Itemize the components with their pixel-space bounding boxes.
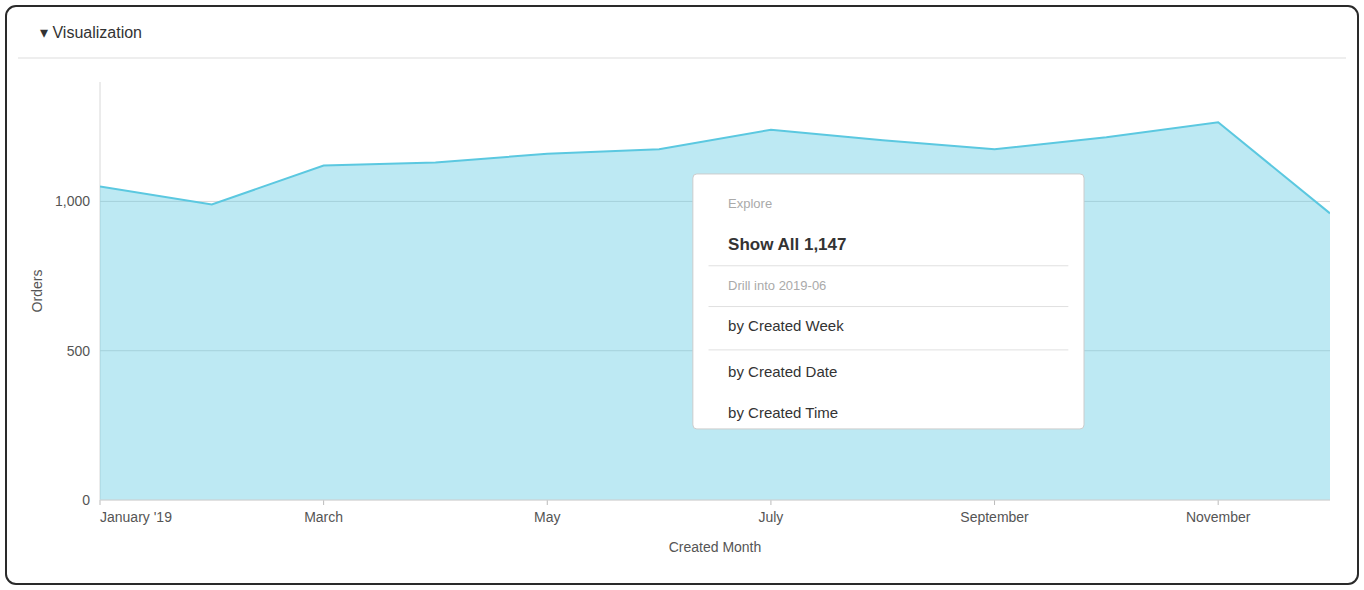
x-tick <box>770 500 771 505</box>
title-separator <box>18 58 1346 59</box>
grid-line <box>100 500 1330 501</box>
x-tick <box>323 500 324 505</box>
x-tick-label: January '19 <box>100 509 172 525</box>
chart-svg: ▾ Visualization 0 500 1,000 January '19 March… <box>0 0 1364 590</box>
x-tick <box>547 500 548 505</box>
x-axis-line <box>100 500 1330 501</box>
x-tick <box>100 500 101 505</box>
x-tick <box>994 500 995 505</box>
x-tick-label: March <box>304 509 343 525</box>
popup-option[interactable]: by Created Date <box>728 363 837 380</box>
data-group <box>100 122 1330 500</box>
y-tick-label: 0 <box>82 492 90 508</box>
popup-box <box>693 174 1084 429</box>
title: ▾ Visualization <box>40 24 142 41</box>
x-tick-label: November <box>1186 509 1251 525</box>
popup-separator <box>709 265 1069 266</box>
y-tick-label: 1,000 <box>55 193 90 209</box>
popup-separator <box>709 349 1069 350</box>
x-tick-label: May <box>534 509 560 525</box>
area <box>100 122 1330 500</box>
popup-drill-heading: Drill into 2019-06 <box>728 278 826 293</box>
x-axis-label: Created Month <box>669 539 762 555</box>
y-tick-label: 500 <box>67 343 91 359</box>
popup-heading: Explore <box>728 196 772 211</box>
popup-option[interactable]: by Created Time <box>728 404 838 421</box>
x-tick-label: September <box>960 509 1029 525</box>
popup-show-all[interactable]: Show All 1,147 <box>728 235 846 254</box>
x-tick-label: July <box>758 509 783 525</box>
frame <box>6 6 1358 584</box>
x-tick <box>1218 500 1219 505</box>
popup-separator <box>709 306 1069 307</box>
chart-root: ▾ Visualization 0 500 1,000 January '19 March… <box>0 0 1364 590</box>
popup: Explore Show All 1,147 Drill into 2019-06 b… <box>693 174 1084 429</box>
y-axis-label: Orders <box>29 270 45 313</box>
popup-option[interactable]: by Created Week <box>728 317 844 334</box>
